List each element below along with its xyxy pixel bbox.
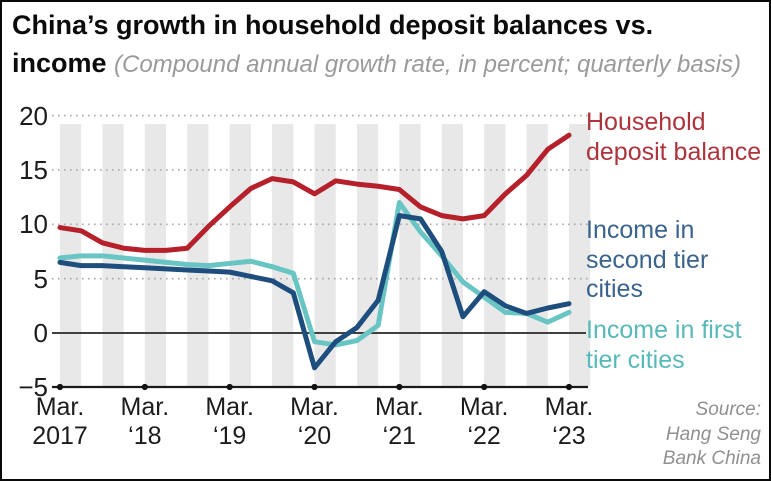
y-tick-label: −5 <box>18 372 48 403</box>
title-line2: income <box>12 48 107 79</box>
axis-tick-dot <box>56 383 64 391</box>
axis-tick-dot <box>565 383 573 391</box>
y-tick-label: 10 <box>19 209 48 240</box>
x-tick-month: Mar. <box>35 393 85 421</box>
x-tick-month: Mar. <box>290 393 339 421</box>
axis-tick-dot <box>141 383 148 391</box>
legend-income-second-tier-cities: Income in second tier cities <box>586 216 709 303</box>
background-stripe <box>441 124 463 386</box>
x-tick-label: Mar. ‘20 <box>264 393 364 450</box>
x-tick-label: Mar. ‘21 <box>349 393 449 450</box>
x-tick-month: Mar. <box>375 393 424 421</box>
x-tick-label: Mar. ‘19 <box>180 393 280 450</box>
axis-tick-dot <box>396 383 403 391</box>
background-stripe <box>187 124 209 386</box>
background-stripe <box>272 124 294 386</box>
x-tick-month: Mar. <box>544 393 594 421</box>
x-tick-label: Mar. 2017 <box>10 393 110 450</box>
chart-subtitle: (Compound annual growth rate, in percent… <box>114 51 742 79</box>
source-line1: Source: <box>695 399 761 420</box>
x-tick-year: 2017 <box>32 421 88 450</box>
x-tick-year: ‘21 <box>382 421 417 450</box>
background-stripe <box>356 124 379 386</box>
page-title: China’s growth in household deposit bala… <box>12 6 768 83</box>
x-tick-month: Mar. <box>205 393 254 421</box>
source-line2: Hang Seng <box>665 423 761 445</box>
x-tick-year: ‘23 <box>552 421 586 450</box>
x-tick-label: Mar. ‘22 <box>434 393 534 450</box>
x-tick-month: Mar. <box>459 393 509 421</box>
y-tick-label: 20 <box>19 100 48 131</box>
background-stripe <box>399 124 421 386</box>
series-line-income-in-first-tier-cities <box>57 200 572 348</box>
title-line1: China’s growth in household deposit bala… <box>12 10 654 40</box>
x-tick-year: ‘20 <box>297 421 332 450</box>
axis-tick-dot <box>481 383 488 391</box>
background-stripe <box>568 124 591 386</box>
x-tick-year: ‘19 <box>212 421 247 450</box>
background-stripe <box>484 124 506 386</box>
x-tick-label: Mar. ‘23 <box>519 393 619 450</box>
legend-household-deposit-balance: Household deposit balance <box>586 108 762 166</box>
x-tick-label: Mar. ‘18 <box>95 393 195 450</box>
series-line-income-in-second-tier-cities <box>57 213 572 371</box>
axis-tick-dot <box>226 383 233 391</box>
y-tick-label: 5 <box>33 263 48 294</box>
background-stripe <box>144 124 167 386</box>
x-tick-year: ‘22 <box>467 421 501 450</box>
x-tick-year: ‘18 <box>128 421 162 450</box>
y-tick-label: 15 <box>19 154 48 185</box>
y-tick-label: 0 <box>33 318 48 348</box>
source-line3: Bank China <box>662 448 761 470</box>
background-stripe <box>229 124 251 386</box>
source-attribution: Source: Hang Seng Bank China <box>601 398 761 472</box>
x-tick-month: Mar. <box>120 393 170 421</box>
legend-income-first-tier-cities: Income in first tier cities <box>586 316 742 374</box>
axis-tick-dot <box>311 383 318 391</box>
series-line-household-deposit-balance <box>57 132 572 253</box>
